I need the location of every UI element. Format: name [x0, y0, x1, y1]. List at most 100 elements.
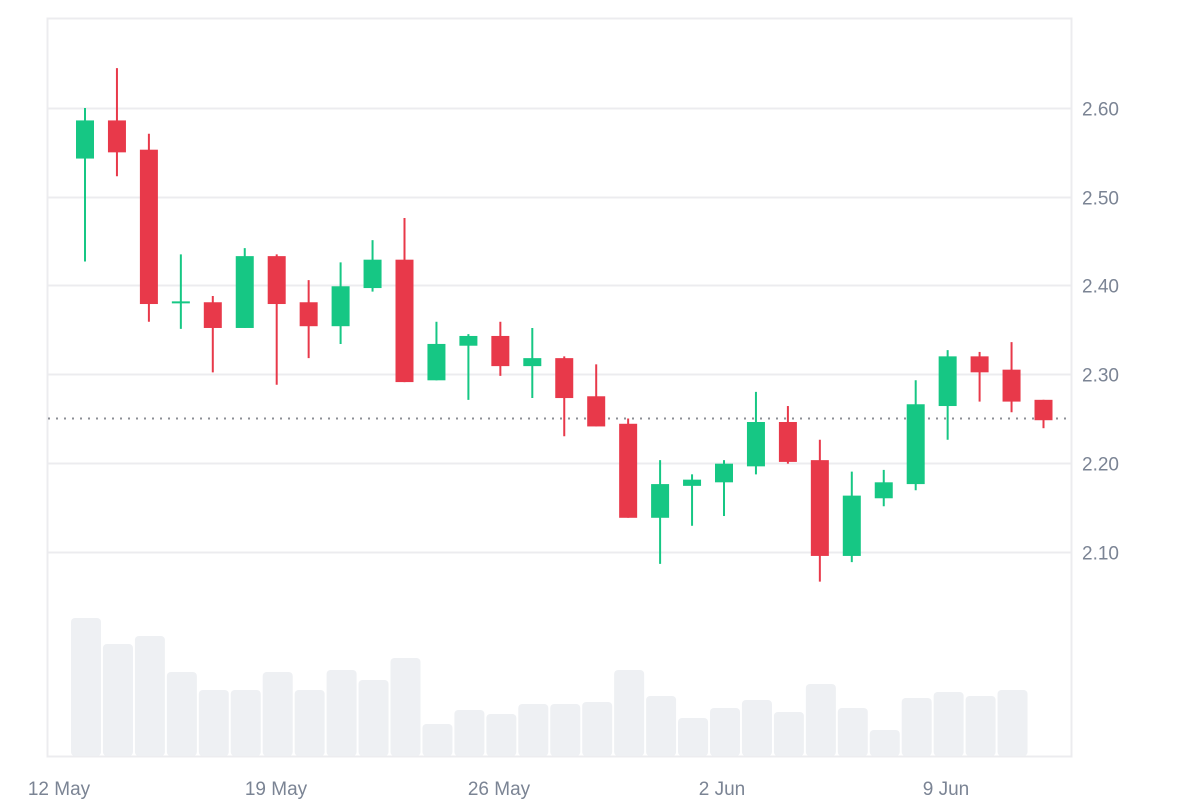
volume-bar: [390, 658, 421, 756]
candle[interactable]: [203, 296, 222, 373]
candle-body: [1002, 369, 1021, 402]
candle-body: [970, 356, 989, 373]
candle[interactable]: [1034, 399, 1053, 429]
candle-body: [651, 484, 670, 518]
volume-bar: [678, 718, 709, 756]
candle-body: [842, 495, 861, 556]
volume-bar: [102, 644, 133, 756]
candle[interactable]: [1002, 342, 1021, 413]
x-tick-label: 12 May: [28, 779, 91, 800]
volume-bar: [198, 690, 229, 756]
candle-body: [683, 479, 702, 486]
candle[interactable]: [906, 380, 925, 491]
volume-bar: [486, 714, 517, 756]
candle[interactable]: [555, 356, 574, 437]
candle[interactable]: [523, 327, 542, 399]
candle[interactable]: [76, 108, 94, 262]
candle-body: [139, 149, 158, 305]
volume-bar: [646, 696, 677, 756]
volume-bar: [454, 710, 485, 756]
candle-body: [491, 335, 510, 367]
candle[interactable]: [715, 460, 733, 517]
candle-body: [107, 120, 126, 153]
candle-body: [203, 302, 222, 328]
volume-bar: [166, 672, 197, 756]
candle-body: [459, 335, 478, 346]
candles: [76, 68, 1053, 582]
candle-body: [523, 358, 542, 367]
y-tick-label: 2.60: [1082, 100, 1119, 121]
x-tick-label: 19 May: [245, 779, 308, 800]
candle[interactable]: [107, 68, 126, 177]
volume-bar: [422, 724, 453, 756]
volume-bar: [518, 704, 549, 756]
candle-body: [427, 343, 446, 381]
candle-body: [715, 463, 733, 483]
candle-body: [1034, 399, 1053, 421]
volume-bar: [71, 618, 101, 756]
volume-bar: [358, 680, 389, 756]
candle[interactable]: [427, 321, 446, 381]
candle[interactable]: [267, 254, 286, 385]
candle[interactable]: [810, 439, 829, 582]
candle[interactable]: [746, 391, 765, 475]
volume-bar: [901, 698, 932, 756]
volume-bar: [837, 708, 868, 756]
volume-bar: [230, 690, 261, 756]
candle-body: [76, 120, 94, 159]
volume-bar: [965, 696, 996, 756]
candle[interactable]: [587, 364, 606, 427]
candle[interactable]: [459, 334, 478, 400]
candle-body: [267, 256, 286, 305]
y-tick-label: 2.50: [1082, 189, 1119, 210]
y-tick-label: 2.30: [1082, 366, 1119, 387]
candle[interactable]: [651, 460, 670, 564]
candle-body: [587, 396, 606, 427]
volume-bar: [741, 700, 772, 756]
candle-body: [299, 302, 318, 327]
candle[interactable]: [395, 217, 414, 383]
candle[interactable]: [171, 254, 190, 329]
candle[interactable]: [683, 474, 702, 526]
x-tick-label: 9 Jun: [923, 779, 969, 800]
candle-body: [555, 358, 574, 399]
volume-bar: [294, 690, 325, 756]
candle-body: [778, 421, 797, 462]
volume-bar: [614, 670, 645, 756]
candle[interactable]: [938, 350, 957, 440]
y-tick-label: 2.20: [1082, 455, 1119, 476]
candle[interactable]: [363, 240, 382, 292]
candle-body: [395, 259, 414, 383]
volume-bar: [710, 708, 740, 756]
volume-bar: [805, 684, 836, 756]
candle[interactable]: [842, 471, 861, 563]
candle[interactable]: [619, 418, 638, 518]
x-axis-labels: 12 May 19 May 26 May 2 Jun 9 Jun: [28, 779, 969, 800]
volume-bar: [933, 692, 964, 756]
volume-bars: [71, 618, 1028, 756]
volume-bar: [550, 704, 581, 756]
volume-bar: [869, 730, 900, 756]
y-tick-label: 2.40: [1082, 277, 1119, 298]
x-tick-label: 2 Jun: [699, 779, 745, 800]
x-tick-label: 26 May: [468, 779, 531, 800]
volume-bar: [262, 672, 293, 756]
candle[interactable]: [491, 321, 510, 376]
candle[interactable]: [139, 133, 158, 322]
y-tick-label: 2.10: [1082, 544, 1119, 565]
candle[interactable]: [331, 262, 350, 344]
candle-body: [746, 421, 765, 467]
candle[interactable]: [235, 248, 254, 328]
volume-bar: [773, 712, 804, 756]
volume-bar: [134, 636, 165, 756]
candle[interactable]: [970, 351, 989, 402]
candle[interactable]: [299, 280, 318, 359]
volume-bar: [326, 670, 357, 756]
candle-body: [363, 259, 382, 289]
candle[interactable]: [778, 406, 797, 464]
candle-body: [938, 356, 957, 407]
gridlines: [48, 107, 1071, 554]
candle[interactable]: [874, 469, 893, 507]
volume-bar: [997, 690, 1028, 756]
